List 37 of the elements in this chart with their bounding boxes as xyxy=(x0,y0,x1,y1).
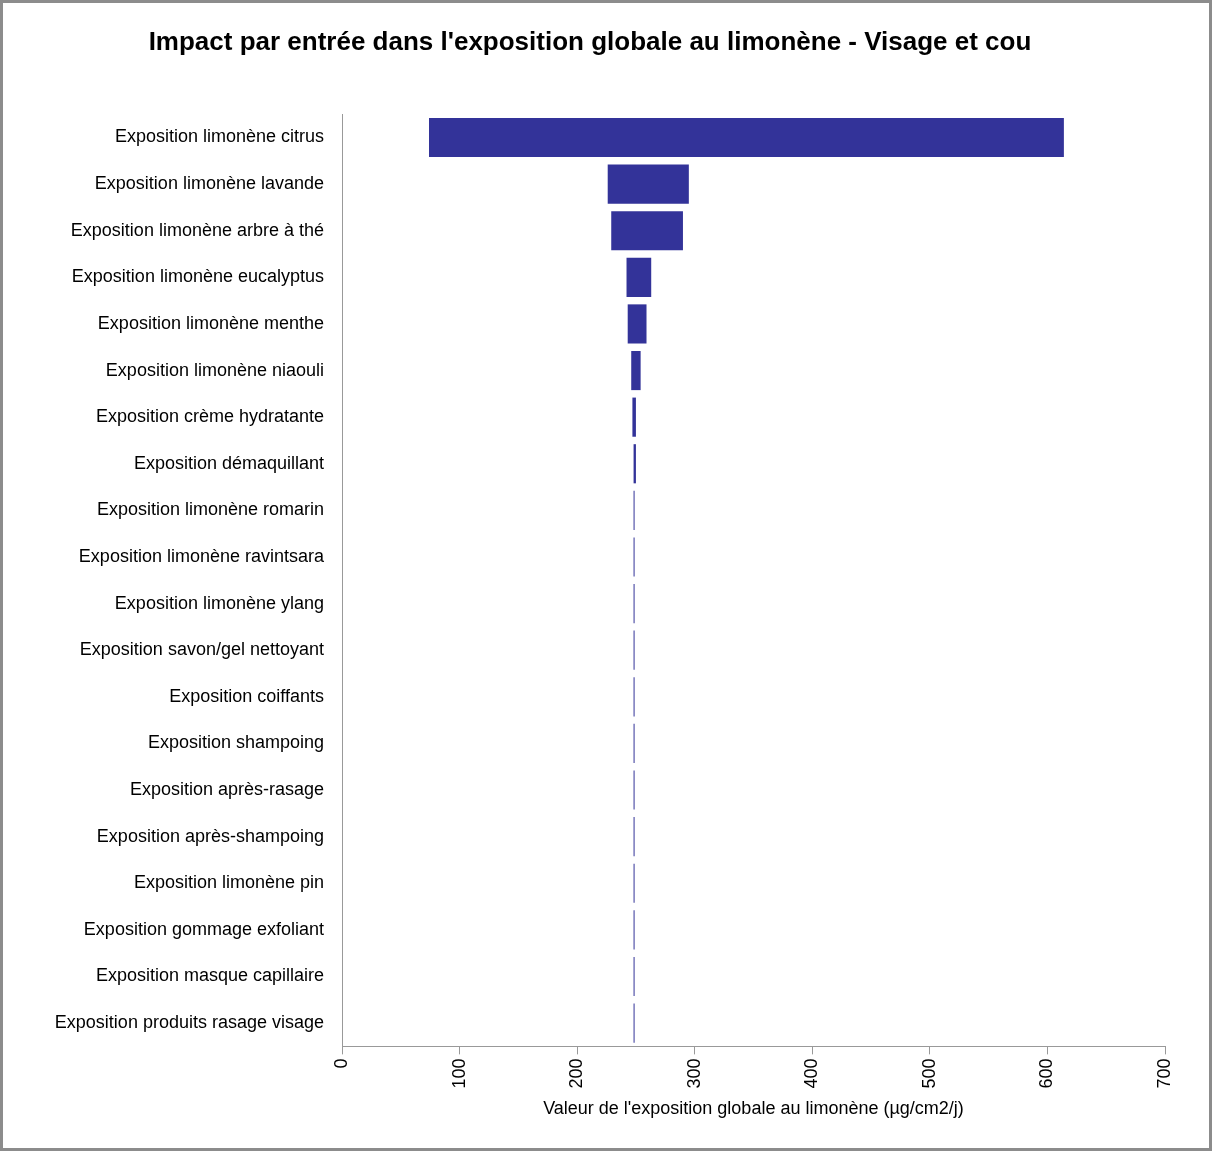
x-tick-label: 600 xyxy=(1036,1058,1057,1089)
bar xyxy=(627,304,647,344)
bar xyxy=(607,164,689,204)
bar xyxy=(626,257,652,297)
y-tick-label: Exposition savon/gel nettoyant xyxy=(79,639,324,660)
y-tick-label: Exposition après-rasage xyxy=(129,778,324,799)
y-tick-label: Exposition limonène menthe xyxy=(97,312,324,333)
y-tick-label: Exposition limonène arbre à thé xyxy=(70,219,324,240)
y-tick-label: Exposition limonène pin xyxy=(133,872,324,893)
bar xyxy=(631,350,641,391)
x-tick-label: 700 xyxy=(1153,1058,1174,1089)
y-tick-label: Exposition coiffants xyxy=(169,685,324,706)
bar xyxy=(429,117,1064,158)
y-tick-label: Exposition limonène eucalyptus xyxy=(71,266,324,287)
y-tick-label: Exposition shampoing xyxy=(147,732,324,753)
x-tick-label: 300 xyxy=(683,1058,704,1089)
chart-title: Impact par entrée dans l'exposition globale au limonène - Visage et cou xyxy=(148,25,1032,56)
y-tick-label: Exposition limonène ylang xyxy=(114,592,324,613)
y-tick-label: Exposition gommage exfoliant xyxy=(83,918,324,939)
y-tick-label: Exposition limonène lavande xyxy=(94,173,324,194)
y-tick-label: Exposition limonène citrus xyxy=(114,126,324,147)
x-tick-label: 100 xyxy=(448,1058,469,1089)
x-axis-title: Valeur de l'exposition globale au limonène (µg/cm2/j) xyxy=(543,1098,964,1119)
y-tick-label: Exposition après-shampoing xyxy=(96,825,324,846)
y-tick-label: Exposition limonène ravintsara xyxy=(78,545,325,566)
y-tick-label: Exposition crème hydratante xyxy=(95,406,324,427)
x-tick-label: 500 xyxy=(918,1058,939,1089)
y-tick-label: Exposition produits rasage visage xyxy=(54,1012,324,1033)
bar xyxy=(632,397,636,437)
y-tick-label: Exposition limonène niaouli xyxy=(105,359,324,380)
y-tick-label: Exposition masque capillaire xyxy=(95,965,324,986)
bar xyxy=(611,211,683,251)
x-tick-label: 0 xyxy=(330,1058,351,1069)
y-tick-label: Exposition limonène romarin xyxy=(96,499,324,520)
y-tick-label: Exposition démaquillant xyxy=(133,452,324,473)
x-tick-label: 200 xyxy=(566,1058,587,1089)
x-tick-label: 400 xyxy=(801,1058,822,1089)
